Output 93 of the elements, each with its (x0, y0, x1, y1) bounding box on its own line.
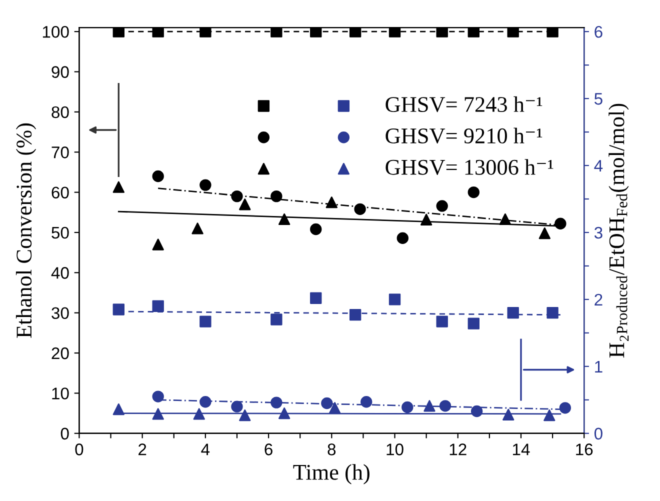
x-axis-title: Time (h) (293, 464, 370, 484)
y-tick-label: 70 (52, 146, 69, 158)
point (468, 28, 480, 38)
point (546, 28, 558, 38)
point (538, 227, 550, 240)
point (270, 28, 282, 38)
point (436, 200, 448, 212)
point (559, 402, 572, 414)
point (402, 401, 414, 414)
point (310, 292, 322, 304)
y-tick-label: 0 (60, 428, 69, 440)
point (360, 396, 372, 408)
y2-tick-label: 1 (595, 360, 602, 372)
point (152, 238, 164, 250)
point (499, 213, 512, 226)
y2-tick-label: 4 (594, 160, 603, 172)
y2-tick-label: 6 (594, 26, 602, 38)
point (436, 28, 448, 38)
y-axis-title: Ethanol Conversion (%) (16, 123, 36, 338)
x-tick-label: 10 (386, 444, 404, 456)
y2-axis-title: H₂$_{Produced}$/EtOH$_{Fed}$(mol/mol) (608, 104, 629, 358)
point (470, 405, 483, 418)
point (507, 306, 519, 319)
point (112, 28, 124, 38)
point (239, 198, 251, 210)
point (192, 222, 204, 234)
point (439, 400, 452, 412)
point (546, 306, 558, 319)
y2-tick-label: 0 (594, 428, 602, 440)
point (420, 214, 432, 226)
point (200, 316, 212, 328)
point (349, 28, 362, 38)
legend-label: GHSV= 7243 h⁻¹ (386, 96, 542, 112)
point (436, 316, 448, 328)
point (326, 196, 338, 208)
legend-label: GHSV= 13006 h⁻¹ (386, 159, 554, 175)
point (193, 408, 205, 420)
point (112, 304, 124, 316)
x-tick-label: 12 (450, 444, 466, 456)
point (388, 28, 401, 38)
point (200, 28, 212, 38)
point (507, 28, 519, 38)
point (270, 190, 282, 202)
point (388, 294, 401, 306)
point (239, 409, 251, 422)
point (152, 300, 164, 312)
y-tick-label: 40 (51, 267, 69, 279)
point (554, 218, 566, 230)
point (270, 314, 282, 326)
point (270, 396, 282, 408)
point (152, 28, 164, 38)
y-tick-label: 60 (52, 186, 69, 198)
point (349, 308, 362, 321)
y-tick-label: 20 (52, 347, 69, 360)
point (328, 402, 341, 414)
point (468, 186, 480, 198)
y-tick-label: 30 (52, 307, 69, 320)
point (468, 318, 480, 330)
y2-tick-label: 2 (594, 294, 602, 306)
x-tick-label: 16 (576, 444, 593, 456)
point (321, 397, 333, 410)
point (544, 409, 556, 422)
x-tick-label: 8 (328, 444, 336, 456)
legend-label: GHSV= 9210 h⁻¹ (386, 128, 542, 144)
point (152, 390, 164, 402)
point (424, 400, 436, 412)
point (278, 407, 290, 420)
y-tick-label: 50 (52, 226, 69, 239)
point (200, 179, 212, 191)
y-tick-label: 80 (52, 106, 69, 118)
x-tick-label: 6 (264, 444, 272, 456)
point (231, 400, 243, 412)
y2-tick-label: 5 (594, 93, 602, 105)
point (310, 28, 322, 38)
point (152, 170, 164, 182)
point (354, 203, 366, 216)
point (231, 190, 243, 202)
point (112, 403, 124, 416)
y2-tick-label: 3 (594, 226, 602, 239)
x-tick-label: 0 (75, 444, 84, 456)
point (112, 181, 124, 193)
point (200, 396, 212, 408)
x-tick-label: 14 (512, 444, 530, 456)
point (502, 408, 514, 420)
point (152, 408, 164, 420)
y-tick-label: 100 (42, 26, 69, 38)
x-tick-label: 2 (138, 444, 146, 456)
point (396, 232, 408, 244)
x-tick-label: 4 (201, 444, 210, 456)
point (278, 213, 290, 226)
y-tick-label: 10 (52, 388, 69, 400)
point (310, 223, 322, 236)
y-tick-label: 90 (52, 66, 69, 78)
